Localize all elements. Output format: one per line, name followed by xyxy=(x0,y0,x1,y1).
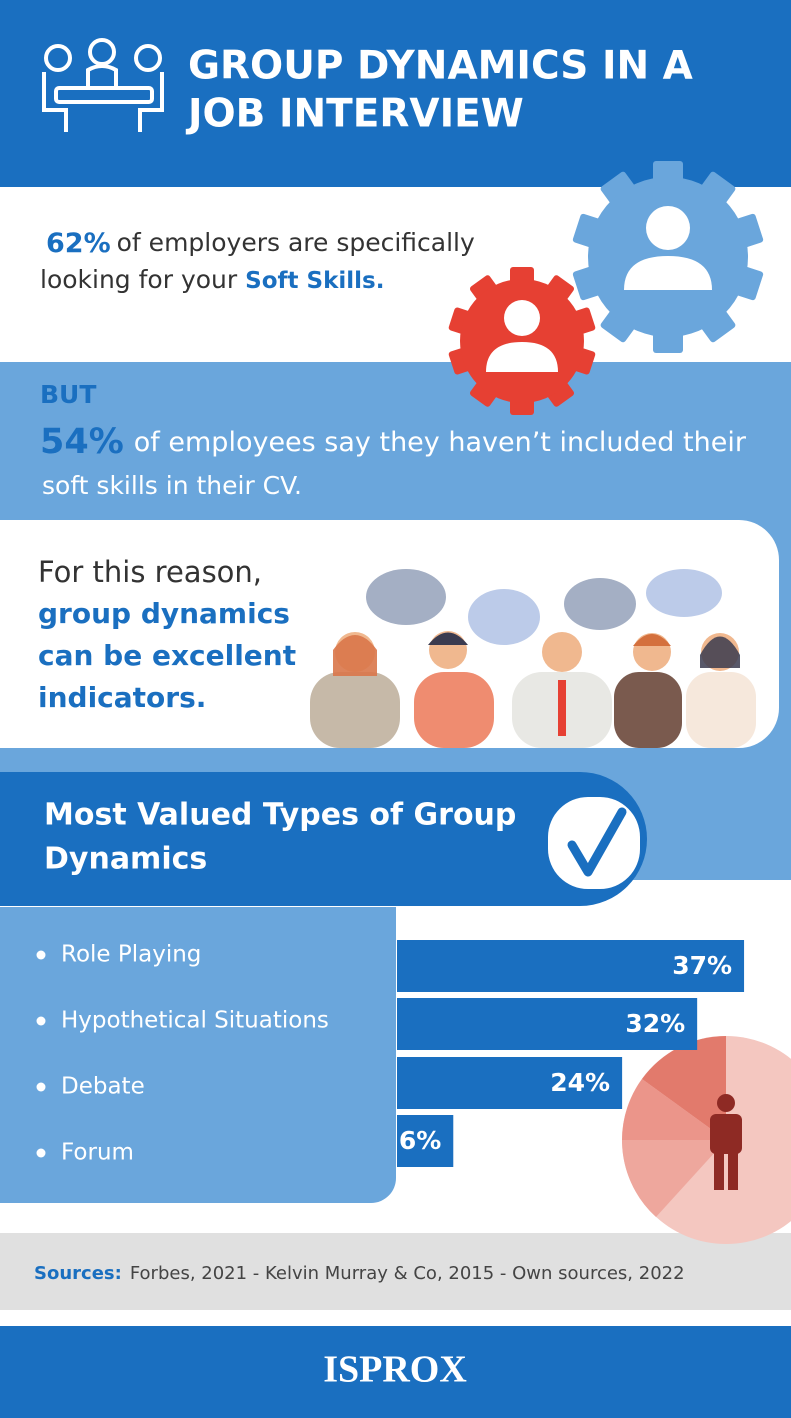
category-label: Debate xyxy=(61,1074,145,1100)
category-label: Role Playing xyxy=(61,942,201,968)
title: GROUP DYNAMICS IN A xyxy=(188,44,693,89)
gear-red xyxy=(448,267,596,415)
bar xyxy=(397,1057,623,1109)
people-illustration xyxy=(310,569,756,748)
reason-text: can be excellent xyxy=(38,639,296,672)
footer-bg xyxy=(0,1326,791,1418)
bar-chart: Role Playing 37% Hypothetical Situations 32… xyxy=(36,940,745,1167)
bullet xyxy=(36,950,46,960)
stat-text: 54% of employees say they haven’t include… xyxy=(40,422,747,462)
bullet xyxy=(36,1016,46,1026)
bullet xyxy=(36,1082,46,1092)
bar xyxy=(397,940,745,992)
header-bg xyxy=(0,0,791,187)
chart-title: Most Valued Types of Group xyxy=(44,798,516,833)
meeting-icon xyxy=(42,38,164,132)
bullet xyxy=(36,1148,46,1158)
sources-band xyxy=(0,1233,791,1310)
stat-text: soft skills in their CV. xyxy=(42,471,302,500)
gear-blue xyxy=(572,161,764,353)
value-label: 6% xyxy=(399,1126,441,1155)
stat-text: looking for your Soft Skills. xyxy=(40,265,384,294)
bar xyxy=(397,998,698,1050)
chart-title: Dynamics xyxy=(44,842,207,877)
person-circle-icon xyxy=(621,1036,791,1244)
value-label: 37% xyxy=(672,951,732,980)
value-label: 32% xyxy=(625,1009,685,1038)
reason-text: group dynamics xyxy=(38,597,290,630)
category-label: Forum xyxy=(61,1140,134,1166)
reason-text: indicators. xyxy=(38,681,206,714)
reason-text: For this reason, xyxy=(38,555,262,589)
bar xyxy=(397,1115,454,1167)
but-label: BUT xyxy=(40,380,96,409)
check-icon xyxy=(548,797,640,889)
title: JOB INTERVIEW xyxy=(185,92,524,137)
stat-text: 62% of employers are specifically xyxy=(46,228,475,259)
list-panel xyxy=(0,907,396,1203)
sources: Sources: Forbes, 2021 - Kelvin Murray & C… xyxy=(34,1263,685,1284)
logo: ISPROX xyxy=(323,1349,467,1391)
value-label: 24% xyxy=(550,1068,610,1097)
chart-title-pill xyxy=(0,772,647,906)
category-label: Hypothetical Situations xyxy=(61,1008,329,1034)
